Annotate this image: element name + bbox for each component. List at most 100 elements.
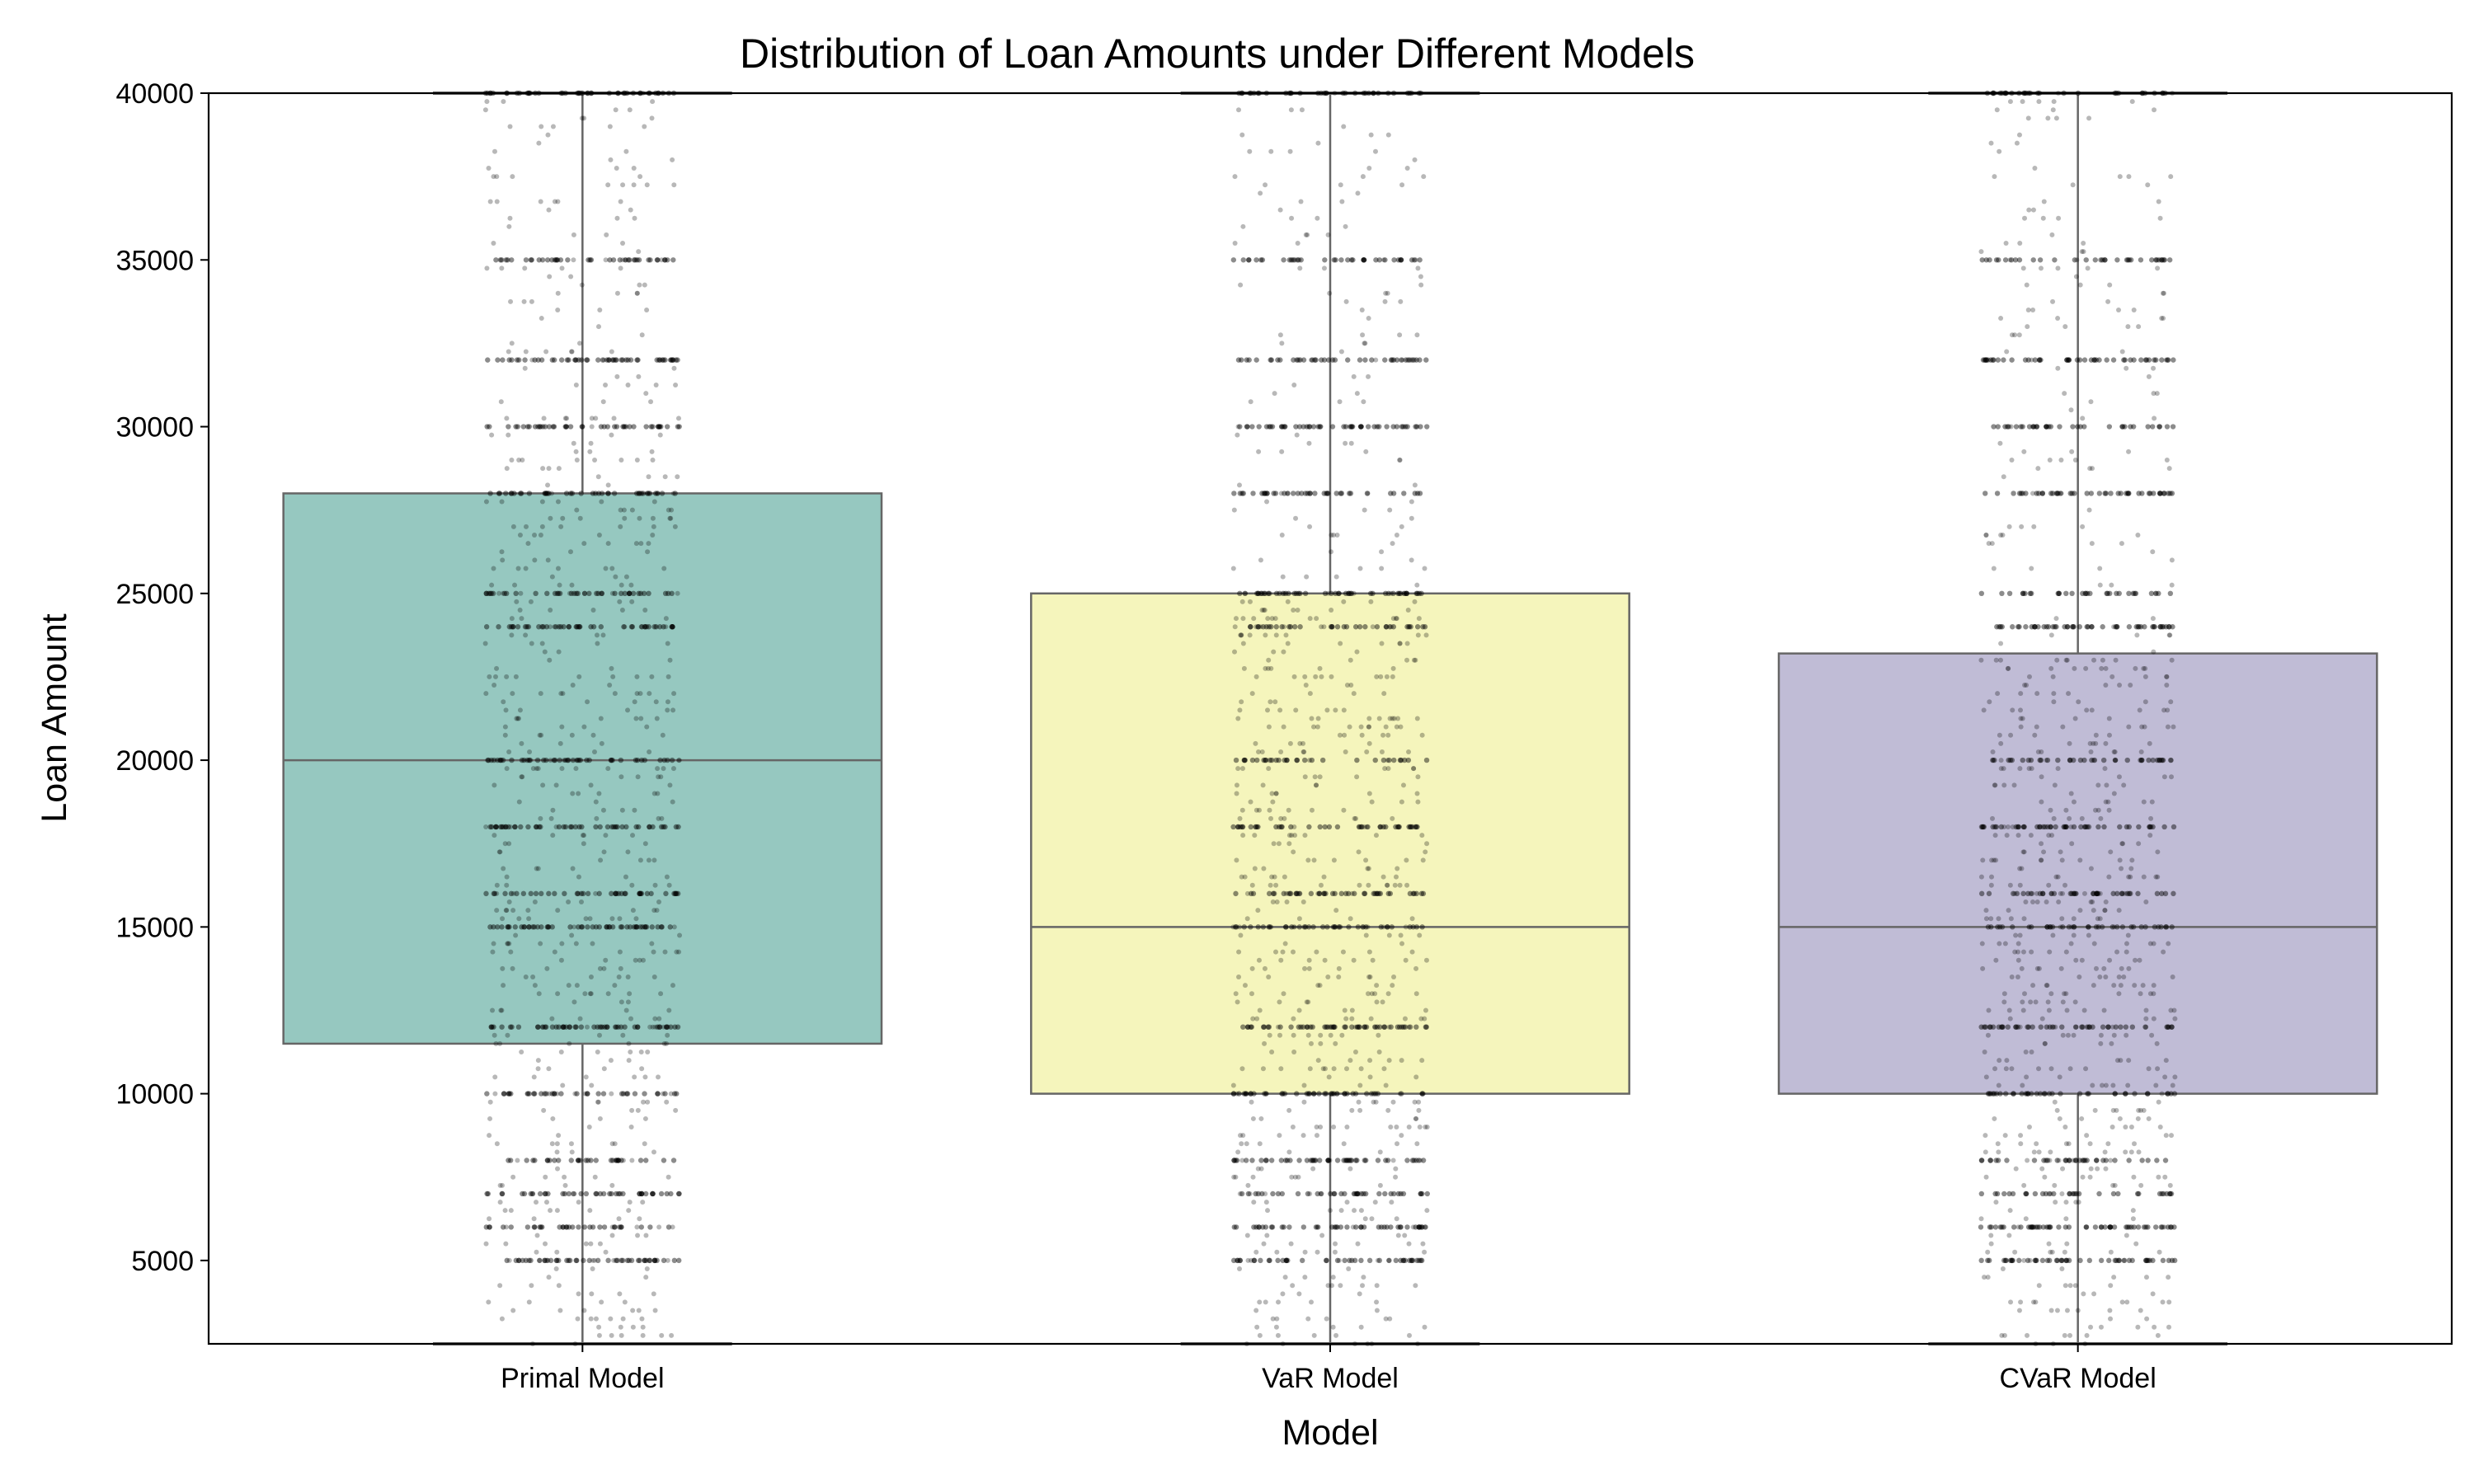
strip-point (1406, 1332, 1412, 1338)
strip-point (664, 424, 670, 430)
strip-point (640, 491, 647, 496)
strip-point (644, 724, 650, 730)
strip-point (2083, 1066, 2089, 1072)
strip-point (1269, 791, 1275, 796)
strip-point (579, 824, 585, 830)
strip-point (2076, 699, 2081, 705)
strip-point (576, 357, 582, 363)
strip-point (1322, 1024, 1328, 1030)
strip-point (2029, 357, 2034, 363)
strip-point (608, 1316, 614, 1322)
strip-point (2153, 590, 2159, 596)
strip-point (1341, 707, 1347, 713)
strip-point (1396, 824, 1402, 830)
strip-point (2020, 890, 2026, 897)
strip-point (1988, 1233, 1994, 1238)
strip-point (2133, 665, 2138, 671)
strip-point (600, 632, 606, 638)
strip-point (1362, 624, 1368, 630)
strip-point (2036, 357, 2043, 363)
strip-point (1985, 357, 1991, 363)
strip-point (600, 1091, 607, 1097)
strip-point (1239, 1158, 1245, 1163)
strip-point (1394, 1125, 1399, 1130)
strip-point (489, 432, 495, 438)
strip-point (1361, 257, 1366, 263)
strip-point (559, 941, 565, 946)
strip-point (2017, 241, 2023, 247)
strip-point (1407, 1257, 1413, 1264)
strip-point (624, 1257, 631, 1264)
strip-point (487, 1224, 492, 1230)
strip-point (499, 265, 505, 271)
strip-point (588, 624, 594, 630)
strip-point (1985, 1275, 1991, 1280)
strip-point (509, 340, 515, 346)
strip-point (492, 824, 499, 830)
strip-point (2040, 215, 2046, 221)
strip-point (2097, 974, 2103, 980)
strip-point (650, 1024, 656, 1030)
strip-point (669, 1332, 675, 1338)
strip-point (1333, 1091, 1340, 1097)
strip-point (2107, 1224, 2113, 1230)
strip-point (1234, 924, 1239, 930)
strip-point (501, 699, 506, 705)
strip-point (661, 824, 666, 830)
strip-point (2069, 890, 2075, 897)
strip-point (2048, 632, 2054, 638)
strip-point (2094, 890, 2100, 897)
strip-point (2041, 849, 2047, 855)
strip-point (664, 1099, 670, 1105)
strip-point (1419, 1091, 1425, 1097)
strip-point (1266, 974, 1272, 980)
strip-point (2058, 890, 2063, 896)
strip-point (1418, 1190, 1423, 1197)
strip-point (2110, 1082, 2116, 1088)
strip-point (2020, 757, 2025, 763)
strip-point (642, 624, 648, 630)
strip-point (2048, 1308, 2054, 1313)
strip-point (1245, 1190, 1252, 1197)
strip-point (675, 357, 680, 363)
strip-point (605, 491, 611, 496)
strip-point (1305, 857, 1311, 863)
strip-point (2150, 824, 2156, 830)
strip-point (1357, 1107, 1363, 1113)
strip-point (638, 1050, 644, 1055)
strip-point (530, 1190, 536, 1196)
strip-point (2135, 1324, 2141, 1330)
strip-point (643, 391, 649, 397)
strip-point (1254, 1324, 1260, 1330)
strip-point (2132, 1141, 2138, 1147)
strip-point (1266, 1257, 1272, 1264)
strip-point (494, 1141, 500, 1147)
strip-point (1353, 1190, 1359, 1197)
strip-point (668, 357, 674, 363)
strip-point (1363, 857, 1369, 863)
strip-point (1343, 590, 1349, 596)
strip-point (2155, 265, 2161, 271)
strip-point (2167, 1182, 2173, 1188)
strip-point (549, 1141, 555, 1147)
strip-point (571, 257, 576, 263)
strip-point (2167, 1224, 2174, 1230)
strip-point (1415, 774, 1421, 780)
strip-point (1366, 1257, 1373, 1264)
strip-point (549, 1024, 556, 1030)
strip-point (1288, 824, 1294, 830)
strip-point (571, 440, 576, 446)
strip-point (576, 874, 581, 880)
strip-point (2054, 1257, 2061, 1264)
strip-point (1295, 241, 1300, 247)
strip-point (2033, 999, 2039, 1005)
strip-point (588, 1316, 594, 1322)
strip-point (2039, 491, 2046, 496)
strip-point (618, 924, 624, 930)
strip-point (1333, 1224, 1339, 1230)
strip-point (2072, 716, 2078, 721)
strip-point (648, 399, 654, 405)
strip-point (2087, 1174, 2093, 1180)
strip-point (1265, 665, 1271, 671)
strip-points-1 (482, 90, 683, 1346)
